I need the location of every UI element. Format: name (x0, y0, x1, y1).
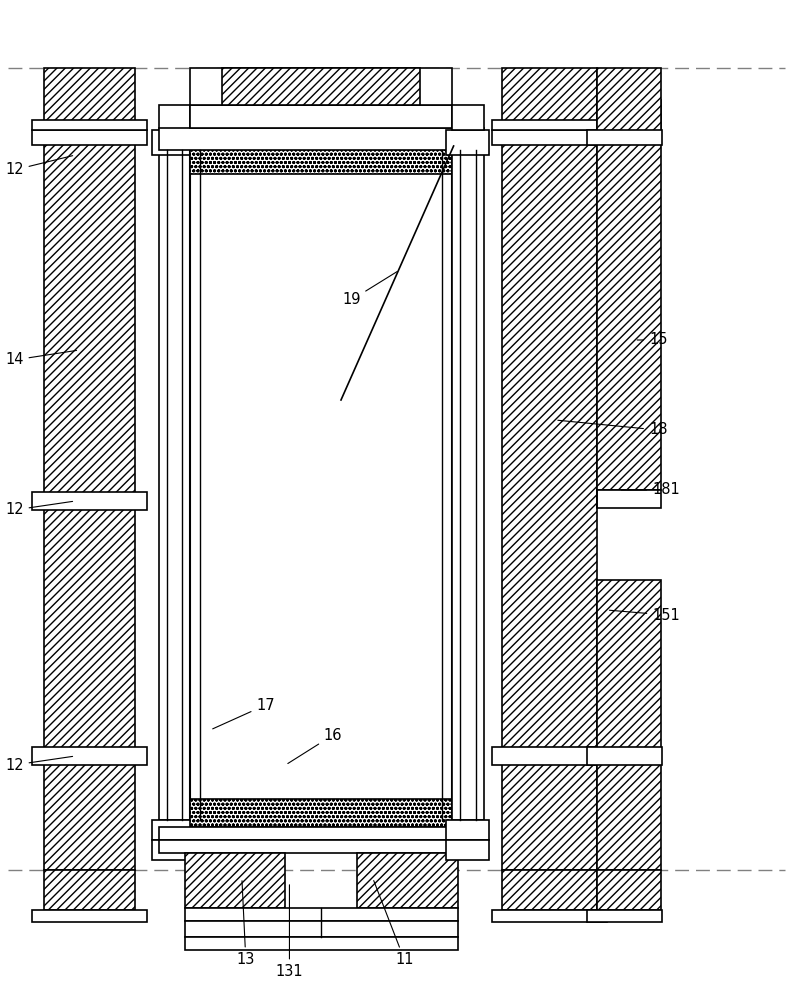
Bar (492, 747, 607, 765)
Bar (190, 799, 452, 827)
Bar (159, 105, 190, 130)
Bar (587, 910, 662, 922)
Text: 18: 18 (557, 420, 668, 438)
Bar (597, 490, 661, 508)
Bar (159, 840, 484, 853)
Bar (190, 146, 452, 174)
Text: 12: 12 (5, 156, 73, 178)
Bar (502, 68, 597, 135)
Bar (44, 870, 135, 910)
Text: 181: 181 (622, 483, 680, 497)
Bar (597, 580, 661, 870)
Bar (446, 130, 489, 155)
Bar (185, 853, 285, 908)
Bar (502, 135, 597, 870)
Text: 12: 12 (5, 501, 73, 518)
Bar (32, 120, 147, 130)
Bar (190, 105, 452, 128)
Bar (159, 827, 484, 840)
Bar (502, 870, 597, 910)
Bar (452, 150, 484, 820)
Text: 13: 13 (236, 881, 255, 968)
Bar (190, 150, 452, 820)
Bar (452, 105, 484, 130)
Bar (32, 130, 147, 145)
Bar (159, 150, 190, 820)
Bar (587, 130, 662, 145)
Bar (446, 840, 489, 860)
Bar (152, 840, 196, 860)
Bar (185, 908, 458, 921)
Text: 16: 16 (288, 728, 343, 764)
Text: 151: 151 (609, 607, 680, 622)
Bar (44, 68, 135, 135)
Text: 14: 14 (5, 350, 77, 367)
Bar (152, 820, 196, 840)
Text: 17: 17 (213, 698, 275, 729)
Text: 12: 12 (5, 756, 73, 772)
Bar (222, 68, 420, 105)
Bar (597, 870, 661, 910)
Bar (44, 135, 135, 870)
Bar (446, 820, 489, 840)
Bar (32, 492, 147, 510)
Bar (185, 921, 458, 937)
Bar (492, 910, 607, 922)
Bar (597, 68, 661, 135)
Bar (587, 747, 662, 765)
Text: 11: 11 (374, 881, 414, 968)
Bar (357, 853, 458, 908)
Bar (32, 910, 147, 922)
Bar (32, 747, 147, 765)
Bar (190, 68, 452, 105)
Text: 19: 19 (342, 271, 397, 308)
Bar (185, 937, 458, 950)
Bar (492, 130, 607, 145)
Bar (492, 120, 607, 130)
Bar (597, 100, 661, 490)
Text: 131: 131 (276, 885, 303, 980)
Text: 15: 15 (638, 332, 668, 348)
Bar (159, 128, 484, 150)
Bar (152, 130, 196, 155)
